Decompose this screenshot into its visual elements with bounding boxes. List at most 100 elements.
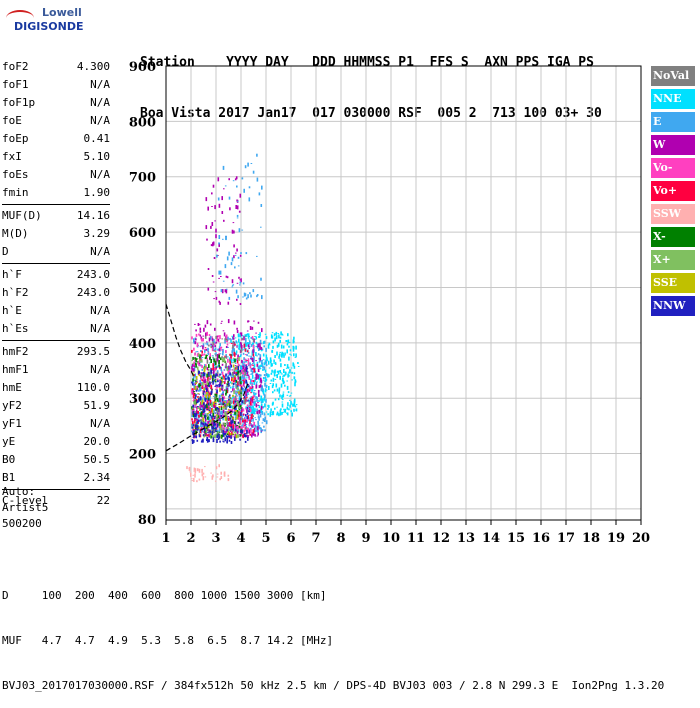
echo-point-x bbox=[220, 358, 222, 361]
echo-point-noval bbox=[212, 341, 214, 346]
echo-point-x bbox=[211, 389, 213, 391]
echo-point-nne bbox=[278, 389, 280, 394]
echo-point-e bbox=[247, 162, 249, 167]
echo-point-w bbox=[233, 320, 236, 325]
echo-point-w bbox=[218, 348, 221, 352]
echo-point-nne bbox=[291, 412, 293, 417]
echo-point-nne bbox=[282, 377, 284, 382]
echo-point-vo bbox=[252, 364, 254, 366]
echo-point-w bbox=[233, 244, 235, 248]
echo-point-w bbox=[247, 384, 249, 385]
echo-point-nne bbox=[270, 360, 272, 362]
echo-point-sse bbox=[236, 415, 239, 420]
echo-point-noval bbox=[234, 397, 237, 401]
echo-point-nne bbox=[253, 381, 255, 385]
echo-point-ssw bbox=[204, 466, 206, 468]
echo-point-nnw bbox=[195, 394, 197, 398]
echo-point-x bbox=[226, 433, 229, 436]
echo-point-vo bbox=[212, 366, 215, 370]
echo-point-e bbox=[211, 355, 214, 357]
echo-point-e bbox=[257, 422, 260, 427]
ionogram-chart: 1 2 3 4 5 6 7 8 9 10 11 12 13 14 15 16 17 18 19 20200300400… bbox=[129, 60, 650, 546]
echo-point-vo bbox=[197, 396, 199, 398]
echo-point-sse bbox=[219, 423, 222, 428]
echo-point-nne bbox=[264, 378, 267, 383]
echo-point-vo bbox=[196, 353, 199, 357]
echo-point-nne bbox=[268, 386, 270, 390]
echo-point-e bbox=[226, 417, 229, 419]
echo-point-nne bbox=[281, 401, 284, 403]
echo-point-vo bbox=[195, 405, 197, 407]
y-tick-label: 400 bbox=[129, 337, 156, 352]
echo-point-x bbox=[214, 393, 216, 396]
echo-point-nne bbox=[230, 338, 232, 343]
echo-point-vo bbox=[239, 420, 241, 425]
echo-point-x bbox=[236, 410, 239, 413]
echo-point-nnw bbox=[230, 426, 233, 429]
echo-point-x bbox=[195, 377, 198, 382]
echo-point-w bbox=[192, 363, 194, 367]
echo-point-nne bbox=[268, 367, 271, 369]
echo-point-nnw bbox=[207, 402, 210, 406]
echo-point-e bbox=[246, 426, 248, 428]
echo-point-nnw bbox=[235, 408, 237, 410]
echo-point-nne bbox=[281, 394, 283, 398]
x-tick-label: 14 bbox=[482, 531, 500, 546]
echo-point-e bbox=[255, 396, 257, 400]
echo-point-vo bbox=[243, 380, 245, 384]
echo-point-e bbox=[215, 419, 218, 421]
echo-point-nnw bbox=[224, 432, 226, 435]
echo-point-noval bbox=[239, 393, 241, 397]
echo-point-x bbox=[207, 397, 210, 401]
echo-point-nne bbox=[258, 405, 261, 409]
echo-point-e bbox=[258, 374, 261, 378]
echo-point-w bbox=[195, 338, 197, 341]
echo-point-e bbox=[263, 374, 266, 376]
echo-point-sse bbox=[203, 370, 206, 373]
echo-point-nnw bbox=[217, 437, 220, 440]
echo-point-nnw bbox=[225, 435, 228, 438]
echo-point-e bbox=[259, 354, 262, 357]
echo-point-x bbox=[212, 374, 215, 379]
echo-point-x bbox=[230, 354, 232, 356]
echo-point-noval bbox=[241, 418, 244, 421]
echo-point-vo bbox=[197, 361, 199, 365]
echo-point-nnw bbox=[215, 384, 217, 386]
echo-point-vo bbox=[198, 383, 201, 384]
echo-point-w bbox=[257, 343, 260, 348]
footer-distance-muf-row1: D 100 200 400 600 800 1000 1500 3000 [km… bbox=[2, 589, 327, 602]
echo-point-nne bbox=[265, 411, 268, 413]
echo-point-e bbox=[251, 370, 254, 374]
echo-point-e bbox=[248, 355, 250, 357]
echo-point-vo bbox=[211, 347, 214, 352]
profile-curve-bottomside bbox=[165, 381, 250, 452]
echo-point-w bbox=[204, 432, 206, 435]
echo-point-w bbox=[251, 432, 253, 435]
echo-point-e bbox=[194, 361, 196, 363]
echo-point-nnw bbox=[214, 374, 217, 379]
echo-point-vo bbox=[203, 412, 205, 415]
echo-point-ssw bbox=[220, 476, 223, 479]
echo-point-vo bbox=[252, 353, 255, 357]
echo-point-w bbox=[227, 319, 230, 324]
echo-point-w bbox=[247, 389, 249, 393]
echo-point-nne bbox=[280, 408, 282, 411]
echo-point-w bbox=[216, 372, 219, 377]
echo-point-vo bbox=[201, 385, 204, 389]
echo-point-x bbox=[202, 415, 204, 418]
echo-point-vo bbox=[227, 370, 230, 375]
echo-point-e bbox=[253, 349, 255, 353]
echo-point-nne bbox=[263, 397, 266, 401]
echo-point-w bbox=[235, 252, 237, 254]
echo-point-w bbox=[209, 399, 211, 401]
echo-point-nnw bbox=[191, 426, 194, 429]
echo-point-vo bbox=[191, 336, 193, 340]
echo-point-vo bbox=[192, 395, 195, 398]
echo-point-nnw bbox=[246, 412, 249, 415]
param-label: MUF(D) bbox=[2, 209, 42, 222]
echo-point-w bbox=[248, 389, 251, 392]
echo-point-vo bbox=[233, 397, 235, 400]
echo-point-nne bbox=[255, 341, 258, 344]
param-label: hmF1 bbox=[2, 363, 29, 376]
echo-point-nne bbox=[277, 342, 280, 347]
